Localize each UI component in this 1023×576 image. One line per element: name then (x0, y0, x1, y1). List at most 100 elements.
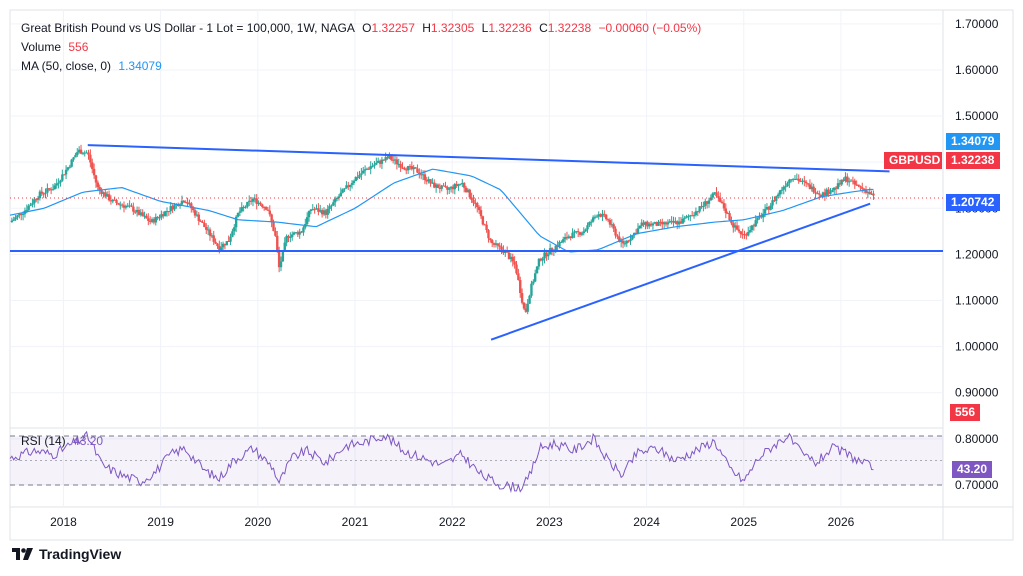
candle-body (29, 204, 32, 206)
candle-body (46, 188, 49, 193)
candle-body (406, 166, 410, 171)
candle-body (834, 187, 838, 189)
candle-body (788, 179, 791, 184)
candle-body (476, 203, 479, 208)
candle-body (436, 184, 440, 189)
candle-body (311, 209, 314, 211)
price-tick-label: 1.20000 (955, 247, 999, 261)
candle-body (653, 222, 657, 224)
time-tick-label: 2021 (342, 515, 369, 529)
candle-body (816, 193, 819, 195)
ma-value: 1.34079 (118, 59, 162, 73)
candle-body (16, 215, 19, 218)
candle-body (433, 182, 436, 188)
candle-body (12, 219, 15, 221)
candle-body (640, 222, 643, 226)
candle-body (272, 222, 275, 231)
candle-body (412, 167, 415, 170)
candle-body (298, 231, 301, 235)
candle-body (608, 220, 612, 225)
candle-body (464, 187, 468, 193)
candle-body (567, 236, 571, 239)
candle-body (188, 203, 191, 205)
candle-body (524, 308, 528, 312)
candle-body (763, 209, 767, 214)
candle-body (782, 186, 785, 190)
candle-body (266, 209, 270, 211)
candle-body (842, 179, 845, 181)
tradingview-logo[interactable]: TradingView (12, 546, 121, 562)
close-label: C (539, 21, 548, 35)
candle-body (537, 258, 541, 267)
candle-body (659, 221, 662, 223)
candle-body (838, 183, 842, 185)
candle-body (36, 198, 40, 200)
candle-body (199, 220, 202, 222)
candle-body (457, 184, 460, 186)
candle-body (442, 185, 445, 187)
candle-body (352, 181, 356, 184)
candle-body (666, 222, 670, 225)
candle-body (754, 220, 757, 227)
candle-body (459, 183, 462, 185)
high-label: H (422, 21, 431, 35)
candle-body (277, 250, 281, 268)
candle-body (631, 235, 634, 240)
candle-body (550, 248, 554, 252)
candle-body (98, 187, 101, 190)
candle-body (431, 182, 434, 184)
candle-body (649, 223, 653, 226)
candle-body (292, 232, 296, 235)
candle-body (190, 203, 193, 209)
candle-body (821, 192, 825, 197)
candle-body (470, 197, 473, 201)
candle-body (156, 216, 159, 218)
support-price-tag: 1.20742 (946, 194, 1000, 211)
candle-body (369, 166, 372, 169)
candle-body (268, 210, 271, 215)
candle-body (715, 192, 718, 197)
candle-body (42, 193, 45, 195)
candle-body (212, 235, 215, 242)
candle-body (91, 162, 94, 169)
candle-body (165, 211, 169, 213)
candle-body (623, 243, 627, 245)
candle-body (59, 180, 62, 183)
candle-body (859, 186, 862, 188)
candle-body (242, 206, 245, 208)
candle-body (219, 247, 223, 250)
candle-body (610, 224, 614, 226)
candle-body (668, 221, 671, 223)
candle-body (152, 219, 156, 223)
time-tick-label: 2026 (828, 515, 855, 529)
candle-body (872, 193, 875, 196)
candle-body (376, 160, 380, 163)
candle-body (173, 204, 176, 210)
price-tick-label: 1.10000 (955, 294, 999, 308)
candle-body (343, 188, 346, 190)
candle-body (105, 194, 109, 197)
candle-body (586, 225, 589, 230)
candle-body (646, 221, 649, 227)
candle-body (786, 183, 789, 187)
candle-body (500, 246, 503, 250)
candle-body (627, 240, 630, 242)
candle-body (360, 173, 363, 175)
candle-body (511, 256, 514, 262)
candle-body (449, 186, 453, 189)
candle-body (705, 201, 709, 204)
candle-body (371, 165, 374, 167)
candle-body (743, 234, 746, 236)
candle-body (429, 179, 432, 184)
candle-body (846, 176, 849, 183)
price-tick-label: 0.70000 (955, 478, 999, 492)
candle-body (472, 200, 475, 203)
candle-body (63, 174, 66, 176)
candle-body (461, 182, 464, 184)
candle-body (167, 211, 171, 213)
candle-body (216, 243, 219, 247)
candle-body (397, 163, 400, 165)
candle-body (625, 240, 628, 244)
candle-body (135, 209, 139, 213)
